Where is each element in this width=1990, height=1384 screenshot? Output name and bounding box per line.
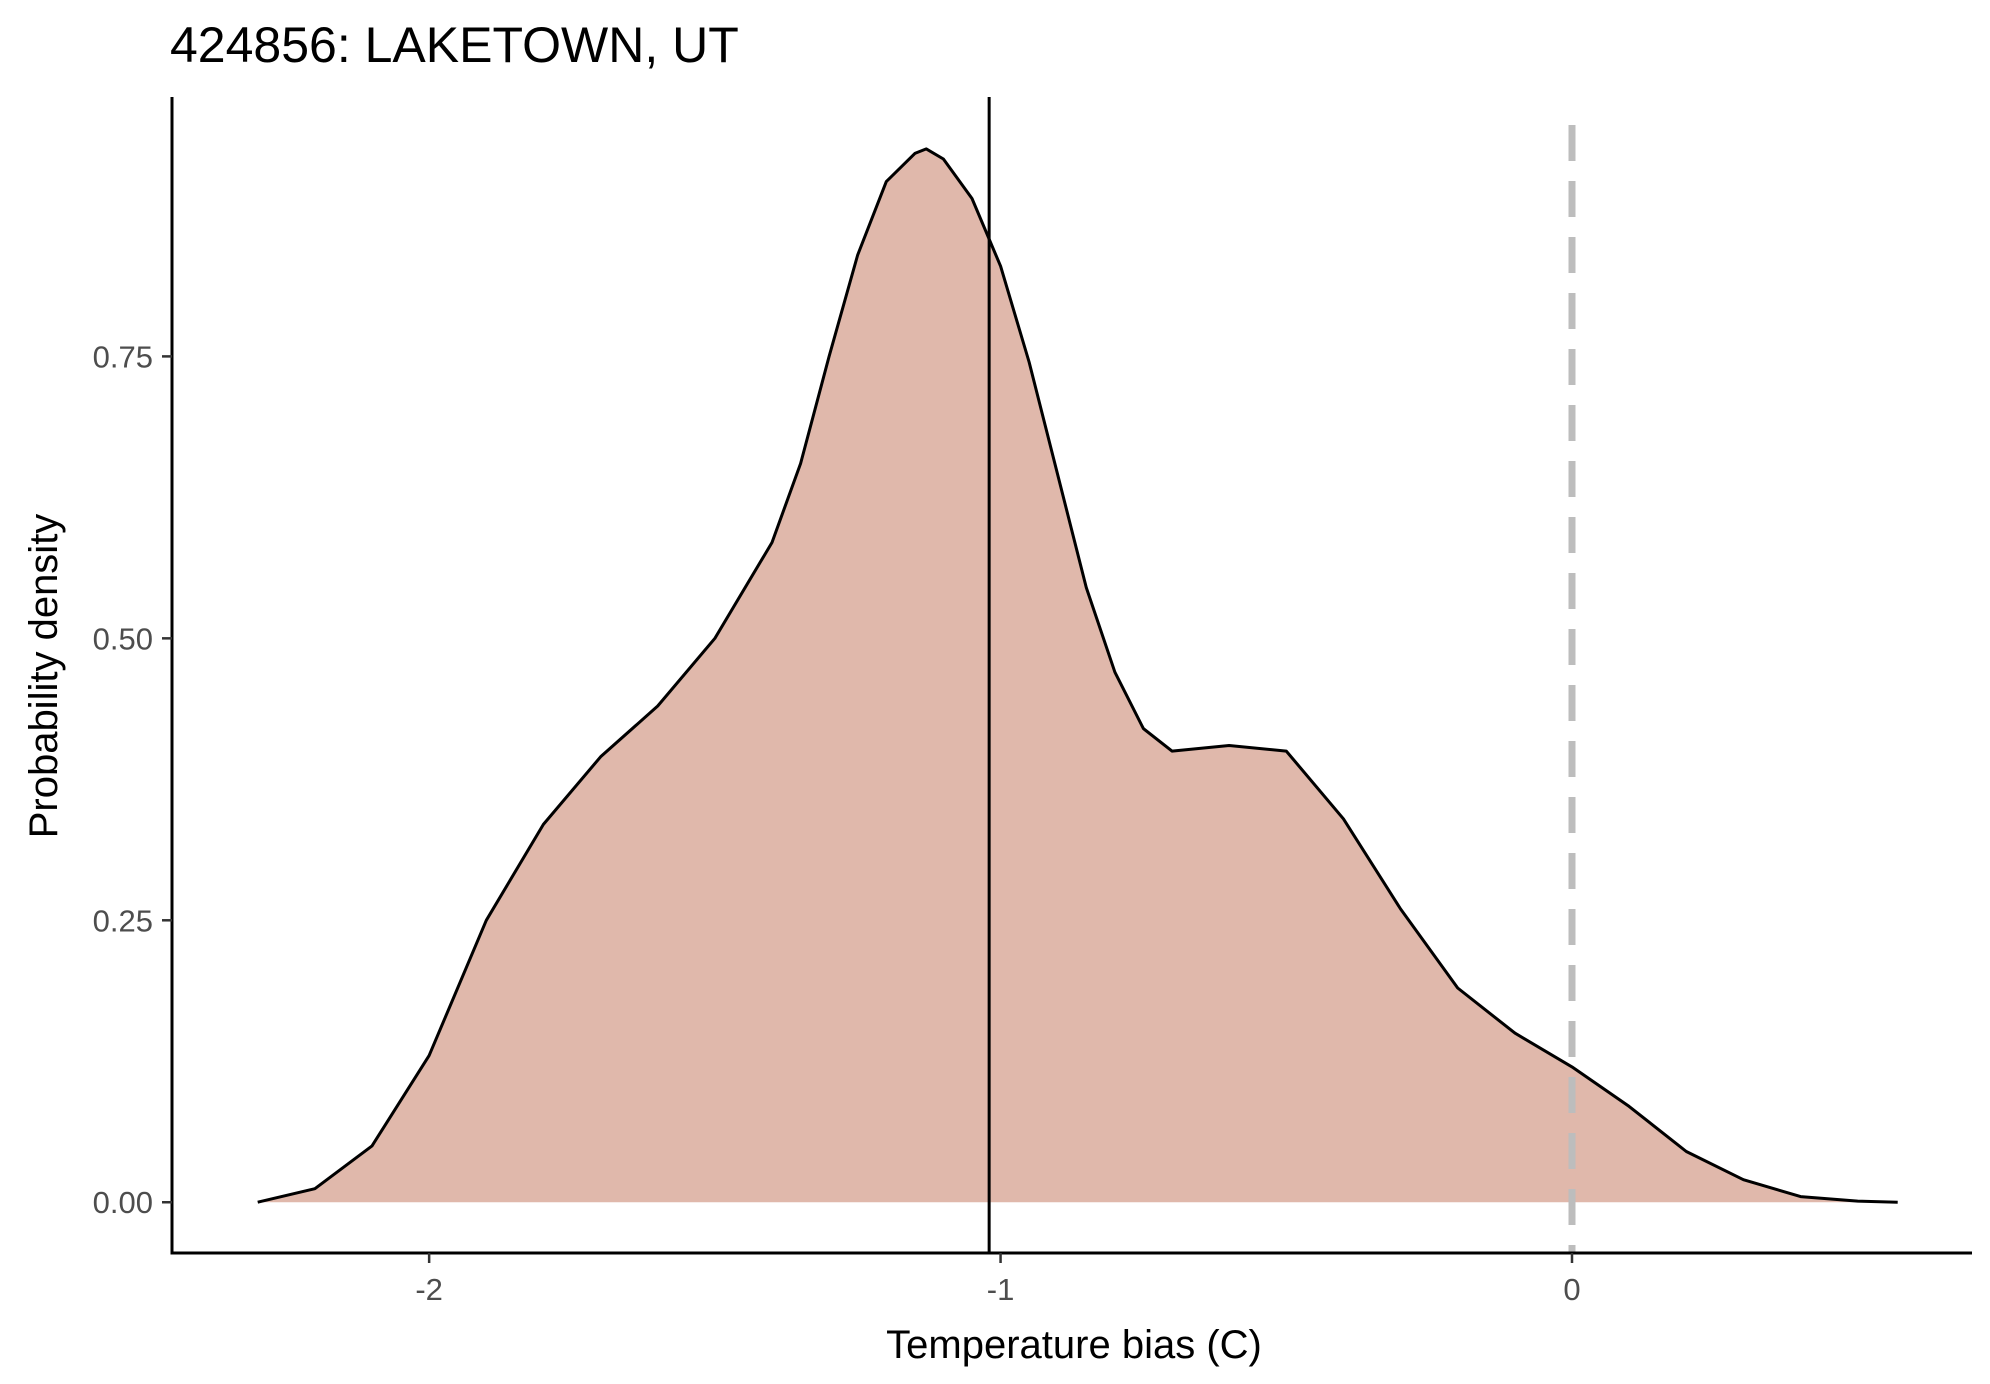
y-tick-label: 0.50 [93,621,153,656]
x-axis-title: Temperature bias (C) [886,1323,1262,1367]
density-line-0 [257,147,1898,1204]
density-area-0 [257,148,1898,1203]
y-axis-title: Probability density [22,514,66,839]
axes: -2 -1 0 0.00 0.25 0.50 0.75 [93,97,1972,1307]
x-tick-label: -1 [987,1272,1015,1307]
y-tick-label: 0.75 [93,339,153,374]
y-tick-label: 0.00 [93,1185,153,1220]
y-tick-label: 0.25 [93,903,153,938]
plot-area [257,97,1898,1253]
x-tick-label: 0 [1563,1272,1580,1307]
x-tick-label: -2 [415,1272,443,1307]
chart-title: 424856: LAKETOWN, UT [170,17,739,73]
